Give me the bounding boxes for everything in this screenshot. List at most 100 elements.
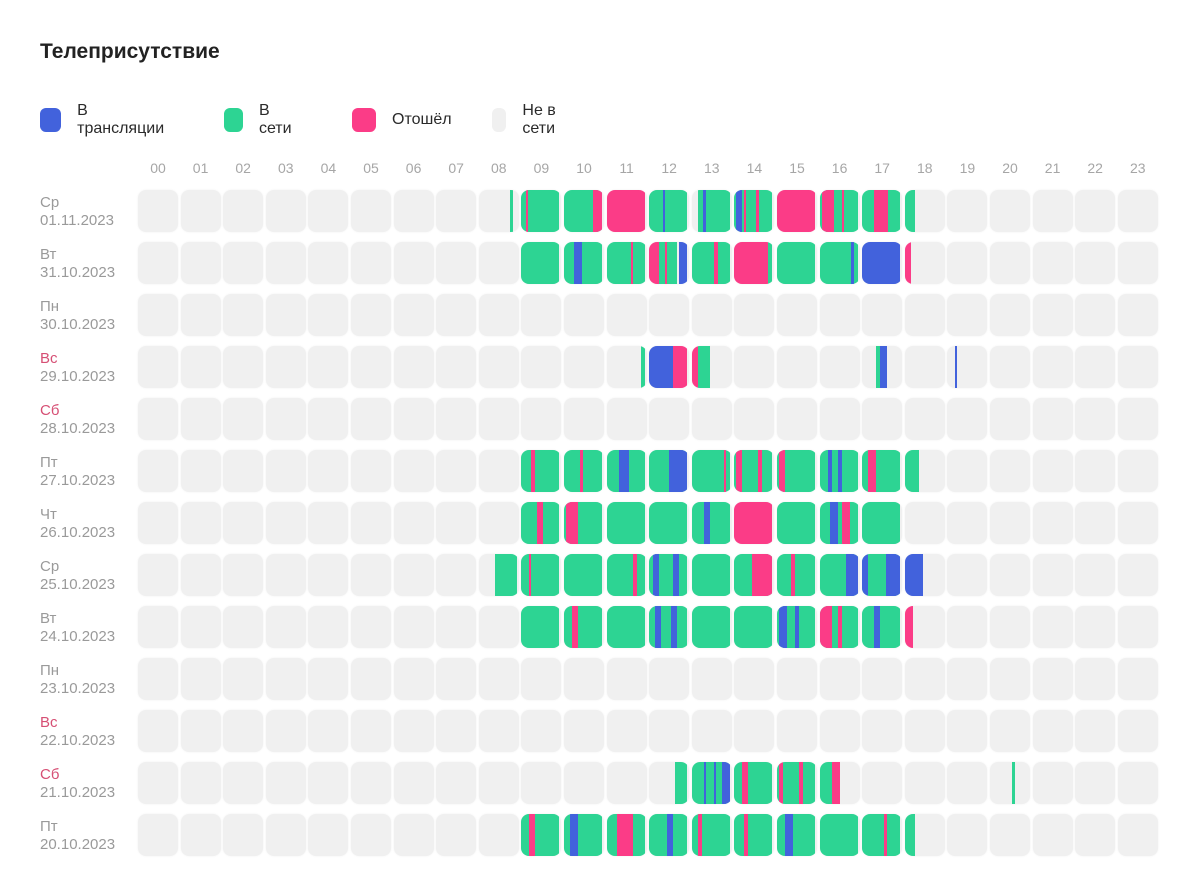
hour-cell[interactable] bbox=[521, 398, 562, 440]
hour-cell[interactable] bbox=[606, 606, 647, 648]
hour-cell[interactable] bbox=[223, 398, 264, 440]
hour-cell[interactable] bbox=[691, 762, 732, 804]
hour-cell[interactable] bbox=[138, 814, 178, 856]
hour-cell[interactable] bbox=[1117, 658, 1158, 700]
hour-cell[interactable] bbox=[223, 294, 264, 336]
hour-cell[interactable] bbox=[990, 242, 1030, 284]
hour-cell[interactable] bbox=[777, 242, 817, 284]
hour-cell[interactable] bbox=[904, 346, 945, 388]
hour-cell[interactable] bbox=[862, 658, 903, 700]
hour-cell[interactable] bbox=[1117, 710, 1158, 752]
hour-cell[interactable] bbox=[649, 606, 690, 648]
hour-cell[interactable] bbox=[564, 554, 604, 596]
hour-cell[interactable] bbox=[436, 294, 477, 336]
hour-cell[interactable] bbox=[1117, 450, 1158, 492]
hour-cell[interactable] bbox=[393, 502, 434, 544]
hour-cell[interactable] bbox=[1117, 502, 1158, 544]
hour-cell[interactable] bbox=[180, 554, 221, 596]
hour-cell[interactable] bbox=[904, 450, 945, 492]
hour-cell[interactable] bbox=[478, 762, 519, 804]
hour-cell[interactable] bbox=[180, 190, 221, 232]
hour-cell[interactable] bbox=[180, 450, 221, 492]
hour-cell[interactable] bbox=[521, 190, 562, 232]
hour-cell[interactable] bbox=[777, 814, 817, 856]
hour-cell[interactable] bbox=[521, 346, 562, 388]
hour-cell[interactable] bbox=[138, 554, 178, 596]
hour-cell[interactable] bbox=[734, 710, 775, 752]
hour-cell[interactable] bbox=[606, 762, 647, 804]
hour-cell[interactable] bbox=[223, 814, 264, 856]
hour-cell[interactable] bbox=[138, 294, 178, 336]
hour-cell[interactable] bbox=[1075, 554, 1116, 596]
hour-cell[interactable] bbox=[521, 710, 562, 752]
hour-cell[interactable] bbox=[265, 814, 306, 856]
hour-cell[interactable] bbox=[691, 346, 732, 388]
hour-cell[interactable] bbox=[265, 606, 306, 648]
hour-cell[interactable] bbox=[393, 190, 434, 232]
hour-cell[interactable] bbox=[606, 814, 647, 856]
hour-cell[interactable] bbox=[564, 606, 604, 648]
hour-cell[interactable] bbox=[308, 294, 349, 336]
hour-cell[interactable] bbox=[1075, 294, 1116, 336]
hour-cell[interactable] bbox=[777, 554, 817, 596]
hour-cell[interactable] bbox=[393, 658, 434, 700]
hour-cell[interactable] bbox=[265, 554, 306, 596]
hour-cell[interactable] bbox=[308, 398, 349, 440]
hour-cell[interactable] bbox=[436, 554, 477, 596]
hour-cell[interactable] bbox=[521, 814, 562, 856]
hour-cell[interactable] bbox=[691, 814, 732, 856]
hour-cell[interactable] bbox=[777, 762, 817, 804]
hour-cell[interactable] bbox=[308, 242, 349, 284]
hour-cell[interactable] bbox=[734, 814, 775, 856]
hour-cell[interactable] bbox=[223, 554, 264, 596]
hour-cell[interactable] bbox=[862, 554, 903, 596]
hour-cell[interactable] bbox=[393, 294, 434, 336]
hour-cell[interactable] bbox=[1075, 502, 1116, 544]
hour-cell[interactable] bbox=[1032, 814, 1073, 856]
hour-cell[interactable] bbox=[777, 450, 817, 492]
hour-cell[interactable] bbox=[947, 242, 988, 284]
hour-cell[interactable] bbox=[819, 294, 860, 336]
hour-cell[interactable] bbox=[223, 762, 264, 804]
hour-cell[interactable] bbox=[223, 242, 264, 284]
hour-cell[interactable] bbox=[436, 242, 477, 284]
hour-cell[interactable] bbox=[436, 710, 477, 752]
hour-cell[interactable] bbox=[1117, 762, 1158, 804]
hour-cell[interactable] bbox=[691, 242, 732, 284]
hour-cell[interactable] bbox=[904, 502, 945, 544]
hour-cell[interactable] bbox=[478, 398, 519, 440]
hour-cell[interactable] bbox=[521, 762, 562, 804]
hour-cell[interactable] bbox=[308, 710, 349, 752]
hour-cell[interactable] bbox=[862, 502, 903, 544]
hour-cell[interactable] bbox=[521, 242, 562, 284]
hour-cell[interactable] bbox=[521, 450, 562, 492]
hour-cell[interactable] bbox=[649, 502, 690, 544]
hour-cell[interactable] bbox=[478, 606, 519, 648]
hour-cell[interactable] bbox=[436, 502, 477, 544]
hour-cell[interactable] bbox=[138, 710, 178, 752]
hour-cell[interactable] bbox=[436, 762, 477, 804]
hour-cell[interactable] bbox=[1032, 242, 1073, 284]
hour-cell[interactable] bbox=[734, 762, 775, 804]
hour-cell[interactable] bbox=[478, 502, 519, 544]
hour-cell[interactable] bbox=[904, 190, 945, 232]
hour-cell[interactable] bbox=[734, 450, 775, 492]
hour-cell[interactable] bbox=[351, 294, 391, 336]
hour-cell[interactable] bbox=[1075, 242, 1116, 284]
hour-cell[interactable] bbox=[819, 762, 860, 804]
hour-cell[interactable] bbox=[393, 554, 434, 596]
hour-cell[interactable] bbox=[862, 190, 903, 232]
hour-cell[interactable] bbox=[138, 450, 178, 492]
hour-cell[interactable] bbox=[649, 814, 690, 856]
hour-cell[interactable] bbox=[138, 658, 178, 700]
hour-cell[interactable] bbox=[265, 398, 306, 440]
hour-cell[interactable] bbox=[478, 814, 519, 856]
hour-cell[interactable] bbox=[478, 242, 519, 284]
hour-cell[interactable] bbox=[990, 762, 1030, 804]
hour-cell[interactable] bbox=[1075, 658, 1116, 700]
hour-cell[interactable] bbox=[1117, 294, 1158, 336]
hour-cell[interactable] bbox=[436, 346, 477, 388]
hour-cell[interactable] bbox=[1032, 502, 1073, 544]
hour-cell[interactable] bbox=[990, 450, 1030, 492]
hour-cell[interactable] bbox=[904, 762, 945, 804]
